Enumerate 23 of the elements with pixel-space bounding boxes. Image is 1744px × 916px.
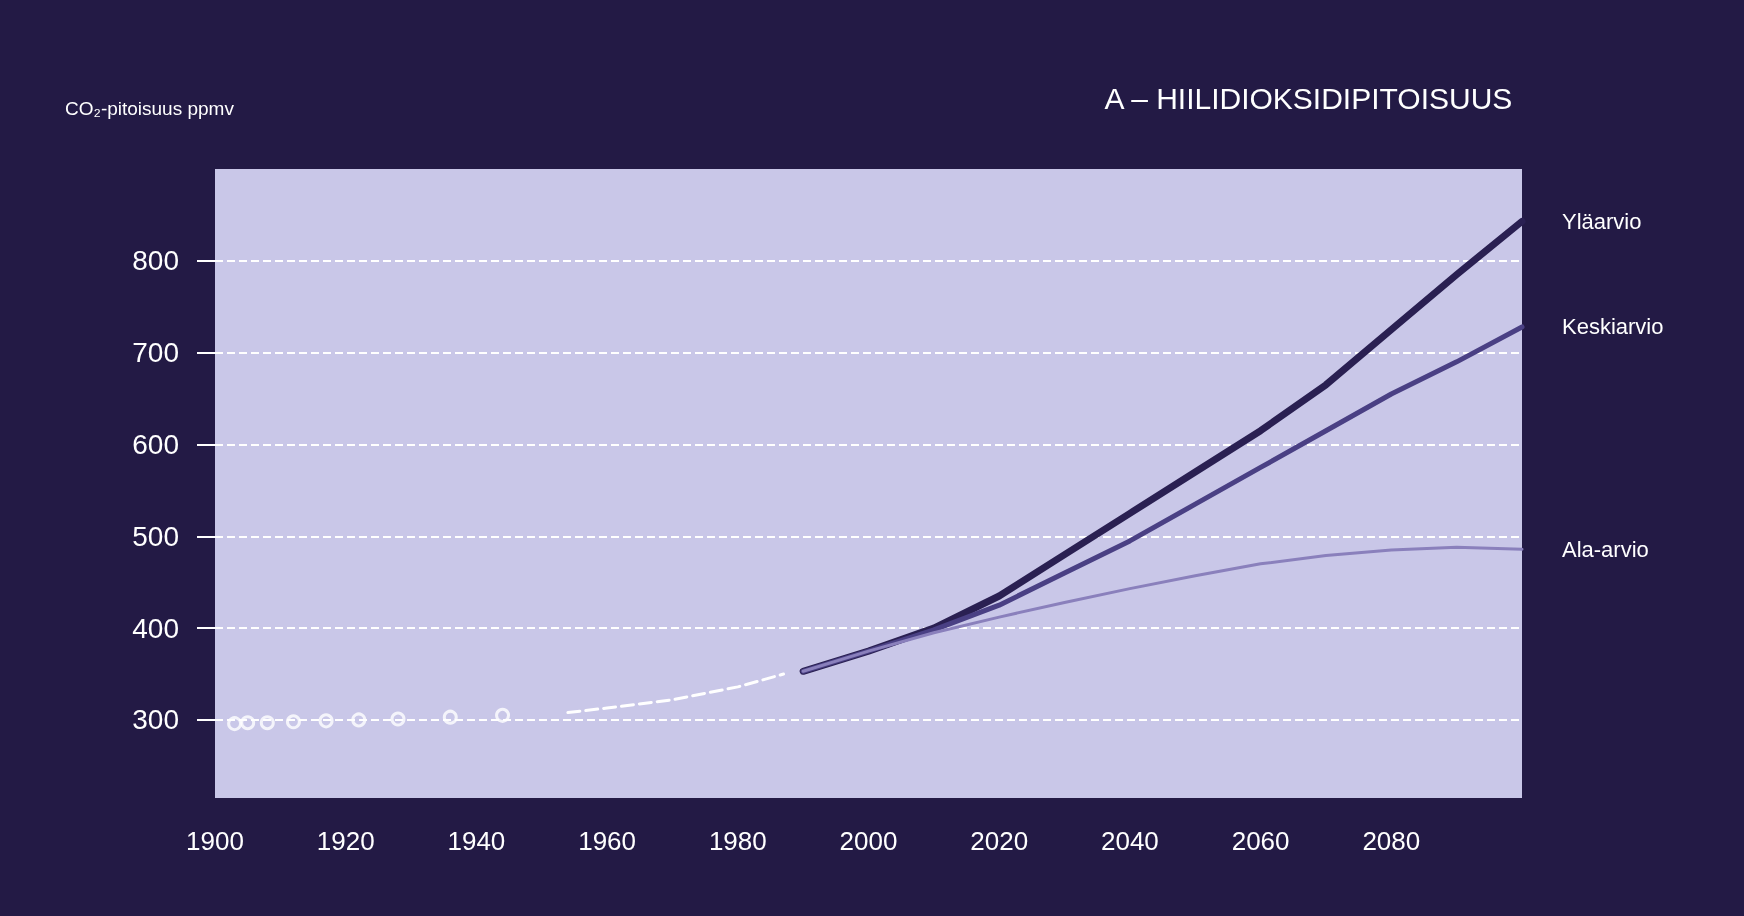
x-tick-label: 1900 [186,826,244,856]
y-tick-label: 500 [132,520,179,552]
y-tick-label: 300 [132,704,179,736]
series-label: Yläarvio [1562,208,1642,234]
x-tick-label: 2060 [1231,826,1290,856]
x-tick-label: 2080 [1362,826,1421,856]
x-tick-label: 1920 [316,826,375,856]
y-tick-label: 600 [132,428,179,460]
y-axis-title: CO₂-pitoisuus ppmv [65,97,235,119]
x-tick-label: 2000 [839,826,898,856]
y-tick-label: 800 [132,245,179,277]
y-tick-label: 400 [132,612,179,644]
x-tick-label: 1960 [578,826,637,856]
series-label: Ala-arvio [1562,536,1649,562]
line-series [801,545,1524,673]
line-series [566,672,786,715]
x-tick-label: 1940 [447,826,506,856]
chart-title: A – HIILIDIOKSIDIPITOISUUS [1104,81,1513,115]
y-tick-label: 700 [132,337,179,369]
x-tick-label: 2040 [1100,826,1159,856]
x-tick-label: 2020 [970,826,1029,856]
series-label: Keskiarvio [1562,314,1664,340]
x-tick-label: 1980 [708,826,767,856]
